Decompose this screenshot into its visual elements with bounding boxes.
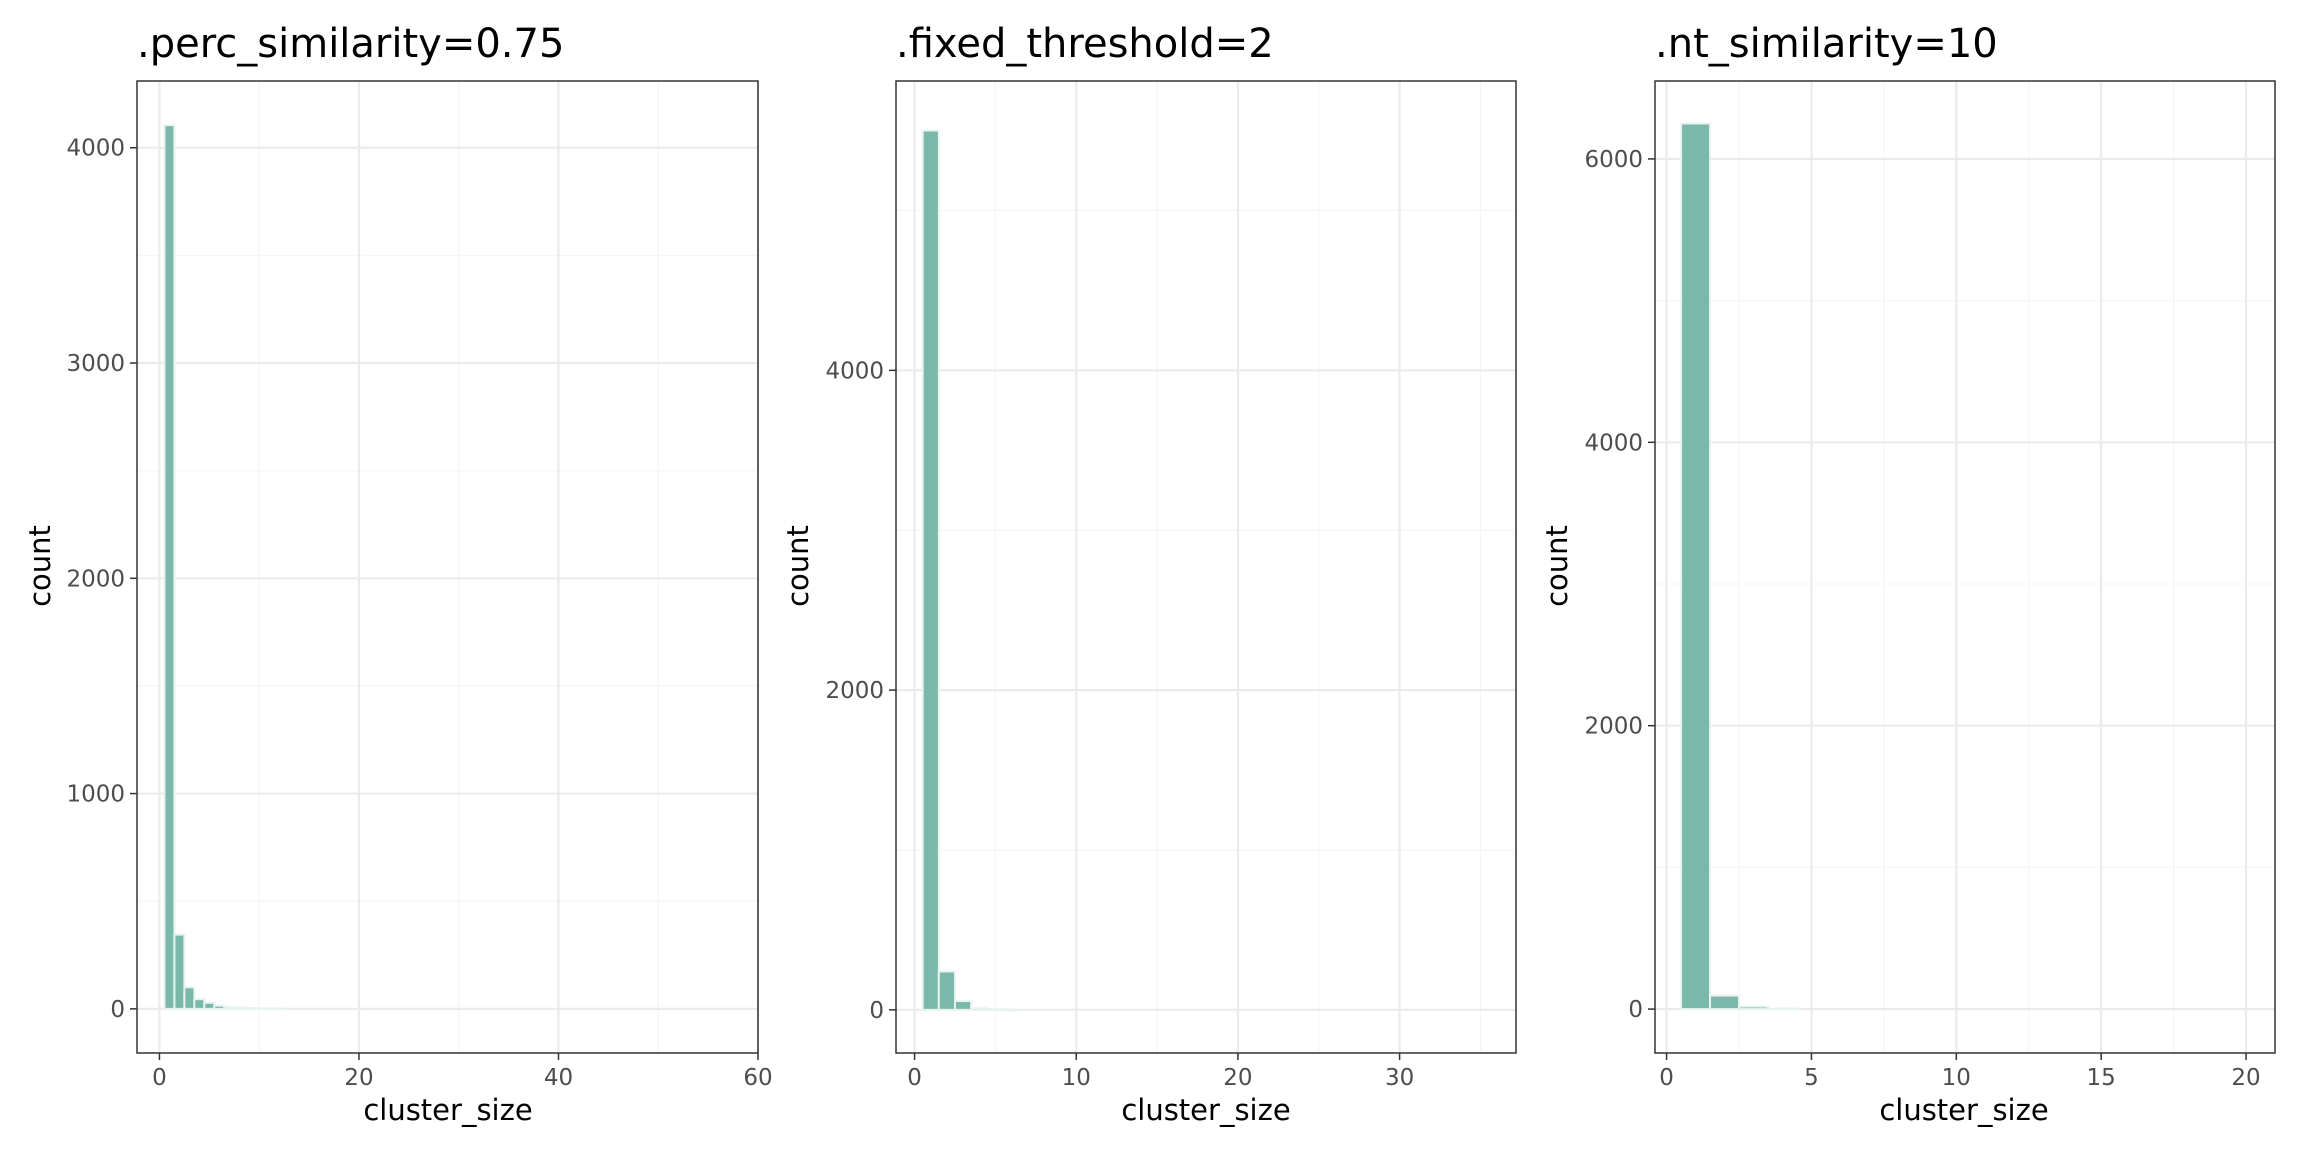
- y-tick-label: 0: [869, 998, 884, 1024]
- histogram-bar: [1766, 1007, 1798, 1011]
- histogram-bar: [273, 1007, 286, 1011]
- histogram-bar: [193, 998, 206, 1010]
- panel-background: [896, 81, 1516, 1053]
- histogram-bar: [921, 129, 940, 1011]
- histogram-bar: [970, 1007, 989, 1011]
- panel-background: [137, 81, 758, 1053]
- x-tick-label: 0: [1659, 1065, 1674, 1091]
- y-axis-title: count: [781, 525, 815, 607]
- x-axis-title: cluster_size: [1121, 1093, 1290, 1127]
- histogram-bar: [233, 1006, 246, 1010]
- x-tick-label: 5: [1804, 1065, 1819, 1091]
- facet-title: .perc_similarity=0.75: [137, 21, 564, 67]
- y-tick-label: 0: [110, 997, 125, 1023]
- y-tick-label: 2000: [1584, 714, 1643, 740]
- x-tick-label: 60: [743, 1065, 772, 1091]
- x-tick-label: 15: [2087, 1065, 2116, 1091]
- x-axis-title: cluster_size: [1879, 1093, 2048, 1127]
- histogram-bar: [203, 1001, 216, 1010]
- y-axis-title: count: [1540, 525, 1574, 607]
- x-tick-label: 20: [2231, 1065, 2260, 1091]
- x-tick-label: 40: [544, 1065, 573, 1091]
- histogram-bar: [263, 1007, 276, 1011]
- histogram-bar: [183, 986, 196, 1010]
- x-tick-label: 10: [1062, 1065, 1091, 1091]
- y-tick-label: 2000: [66, 566, 125, 592]
- y-tick-label: 4000: [66, 136, 125, 162]
- y-tick-label: 4000: [825, 358, 884, 384]
- facet-title: .fixed_threshold=2: [896, 21, 1274, 67]
- facet-title: .nt_similarity=10: [1655, 21, 1998, 67]
- panel-background: [1655, 81, 2275, 1053]
- x-tick-label: 10: [1942, 1065, 1971, 1091]
- histogram-bar: [223, 1006, 236, 1010]
- histogram-bar: [163, 124, 176, 1010]
- y-tick-label: 4000: [1584, 430, 1643, 456]
- panel-border: [1654, 80, 2276, 1054]
- histogram-bar: [1002, 1008, 1021, 1012]
- histogram-bar: [1738, 1005, 1769, 1011]
- histogram-bar: [213, 1004, 226, 1010]
- x-tick-label: 0: [152, 1065, 167, 1091]
- x-tick-label: 20: [344, 1065, 373, 1091]
- histogram-bar: [937, 970, 957, 1011]
- panel-border: [895, 80, 1517, 1054]
- y-tick-label: 1000: [66, 782, 125, 808]
- histogram-bar: [173, 933, 186, 1010]
- histogram-bar: [954, 1000, 973, 1011]
- y-tick-label: 6000: [1584, 147, 1643, 173]
- x-tick-label: 30: [1385, 1065, 1414, 1091]
- facet-perc-similarity: 0 20 40 60 0 1000 2000 3000 4000 .perc_similarit…: [23, 21, 773, 1127]
- panel-border: [136, 80, 759, 1054]
- y-tick-label: 2000: [825, 678, 884, 704]
- y-tick-label: 0: [1628, 997, 1643, 1023]
- y-tick-label: 3000: [66, 351, 125, 377]
- x-tick-label: 20: [1223, 1065, 1252, 1091]
- histogram-bar: [1680, 122, 1712, 1011]
- histogram-bar: [243, 1007, 256, 1010]
- facet-fixed-threshold: 0 10 20 30 0 2000 4000 .fixed_threshold=2 clus…: [781, 21, 1517, 1127]
- x-tick-label: 0: [907, 1065, 922, 1091]
- histogram-bar: [986, 1008, 1005, 1011]
- y-axis-title: count: [23, 525, 57, 607]
- histogram-bar: [253, 1007, 266, 1011]
- x-axis-title: cluster_size: [363, 1093, 532, 1127]
- histogram-bar: [1709, 994, 1741, 1011]
